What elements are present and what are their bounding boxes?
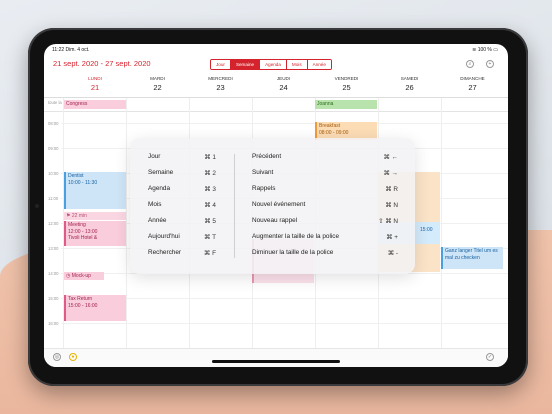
shortcut-keys: ⌘ - xyxy=(387,250,398,257)
header-divider xyxy=(44,97,508,98)
day-header[interactable]: LUNDI 21 xyxy=(88,76,102,92)
status-battery: ≋ 100 % ▭ xyxy=(472,47,498,53)
shortcut-label: Rappels xyxy=(252,185,276,192)
status-bar: 11:22 Dim. 4 oct. ≋ 100 % ▭ xyxy=(44,44,508,54)
day-header[interactable]: JEUDI 24 xyxy=(276,76,291,92)
overlay-divider xyxy=(234,154,235,258)
view-agenda[interactable]: Agenda xyxy=(259,60,286,69)
view-week[interactable]: Semaine xyxy=(229,60,260,69)
shortcut-label: Diminuer la taille de la police xyxy=(252,249,334,256)
view-month[interactable]: Mois xyxy=(285,60,307,69)
toolbar: 21 sept. 2020 - 27 sept. 2020 Jour Semai… xyxy=(44,54,508,76)
home-indicator xyxy=(212,360,340,363)
shortcut-keys: ⌘ 5 xyxy=(204,218,216,225)
plus-icon[interactable]: + xyxy=(486,60,494,68)
event-long-title[interactable]: Ganz langer Titel um es mal zu checken xyxy=(441,247,503,269)
shortcut-keys: ⌘ 4 xyxy=(204,202,216,209)
hour-label: 12:00 xyxy=(48,221,59,226)
checkmark-icon[interactable]: ✓ xyxy=(486,353,494,361)
car-icon: ⚑ xyxy=(66,213,71,219)
shortcut-label: Agenda xyxy=(148,185,171,192)
hour-label: 15:00 xyxy=(48,296,59,301)
status-date: Dim. 4 oct. xyxy=(65,47,90,53)
bottom-toolbar: ◎ ● ✓ xyxy=(44,348,508,367)
shortcut-label: Année xyxy=(148,217,167,224)
calendars-icon[interactable]: ◎ xyxy=(53,353,61,361)
event-meeting[interactable]: Meeting 12:00 - 13:00 Tivoli Hotel & xyxy=(64,221,126,246)
shortcut-label: Précédent xyxy=(252,153,282,160)
event-tax-return[interactable]: Tax Return 15:00 - 16:00 xyxy=(64,295,126,321)
view-year[interactable]: Année xyxy=(306,60,331,69)
clock-icon: ◷ xyxy=(66,273,71,279)
hour-label: 14:00 xyxy=(48,271,59,276)
calendar-screen: 11:22 Dim. 4 oct. ≋ 100 % ▭ 21 sept. 202… xyxy=(44,44,508,367)
event-joanna[interactable]: Joanna xyxy=(315,100,377,109)
shortcut-label: Jour xyxy=(148,153,161,160)
day-header[interactable]: MARDI 22 xyxy=(150,76,165,92)
camera-dot xyxy=(35,204,39,208)
shortcut-keys: ⌘ 2 xyxy=(204,170,216,177)
event-travel-time[interactable]: ⚑ 22 min xyxy=(64,212,126,220)
event-dentist[interactable]: Dentist 10:00 - 11:30 xyxy=(64,172,126,209)
day-header[interactable]: VENDREDI 25 xyxy=(334,76,359,92)
shortcut-label: Aujourd'hui xyxy=(148,233,180,240)
shortcut-keys: ⌘ ← xyxy=(383,154,398,161)
day-header[interactable]: DIMANCHE 27 xyxy=(460,76,485,92)
all-day-divider xyxy=(44,111,508,112)
keyboard-shortcuts-overlay: Jour ⌘ 1 Semaine ⌘ 2 Agenda ⌘ 3 Mois ⌘ 4… xyxy=(130,138,415,274)
shortcut-keys: ⌘ R xyxy=(385,186,398,193)
wifi-icon: ≋ xyxy=(472,47,477,53)
day-header[interactable]: SAMEDI 26 xyxy=(400,76,419,92)
shortcut-label: Semaine xyxy=(148,169,174,176)
date-range-title: 21 sept. 2020 - 27 sept. 2020 xyxy=(53,59,151,68)
status-time: 11:22 xyxy=(52,47,65,53)
shortcut-label: Mois xyxy=(148,201,162,208)
event-congress[interactable]: Congress xyxy=(64,100,126,109)
shortcut-label: Nouvel événement xyxy=(252,201,306,208)
shortcut-keys: ⌘ → xyxy=(383,170,398,177)
hour-label: 10:00 xyxy=(48,171,59,176)
battery-icon: ▭ xyxy=(493,47,498,53)
shortcut-label: Nouveau rappel xyxy=(252,217,298,224)
shortcut-keys: ⌘ 1 xyxy=(204,154,216,161)
hour-label: 16:00 xyxy=(48,321,59,326)
search-icon[interactable]: ⌕ xyxy=(466,60,474,68)
shortcut-label: Rechercher xyxy=(148,249,182,256)
shortcut-keys: ⌘ T xyxy=(204,234,216,241)
shortcut-label: Augmenter la taille de la police xyxy=(252,233,340,240)
hour-label: 13:00 xyxy=(48,246,59,251)
event-breakfast[interactable]: Breakfast 08:00 - 09:00 xyxy=(315,122,377,140)
shortcut-keys: ⌘ 3 xyxy=(204,186,216,193)
shortcut-keys: ⌘ F xyxy=(203,250,216,257)
hour-label: 09:00 xyxy=(48,146,59,151)
view-day[interactable]: Jour xyxy=(211,60,230,69)
event-mockup[interactable]: ◷ Mock-up xyxy=(64,272,104,280)
hour-label: 08:00 xyxy=(48,121,59,126)
hour-label: toute la xyxy=(48,100,62,105)
shortcut-label: Suivant xyxy=(252,169,274,176)
shortcut-keys: ⌘ + xyxy=(386,234,398,241)
view-switcher: Jour Semaine Agenda Mois Année xyxy=(210,59,332,70)
day-header[interactable]: MERCREDI 23 xyxy=(208,76,233,92)
hour-label: 11:00 xyxy=(48,196,59,201)
shortcut-keys: ⌘ N xyxy=(385,202,398,209)
today-icon[interactable]: ● xyxy=(69,353,77,361)
shortcut-keys: ⇧ ⌘ N xyxy=(378,218,398,225)
